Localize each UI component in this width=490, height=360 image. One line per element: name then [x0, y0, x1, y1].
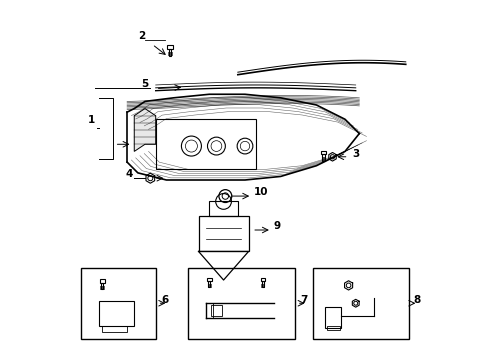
- Text: 2: 2: [138, 31, 145, 41]
- Bar: [313, 267, 409, 339]
- Bar: [327, 327, 340, 330]
- Bar: [209, 202, 238, 216]
- Bar: [198, 216, 248, 251]
- Bar: [81, 267, 156, 339]
- Bar: [188, 267, 295, 339]
- Text: 7: 7: [300, 295, 308, 305]
- Text: 3: 3: [352, 149, 360, 159]
- Bar: [211, 305, 222, 316]
- Bar: [98, 301, 134, 327]
- Text: 8: 8: [413, 295, 420, 305]
- Text: 4: 4: [125, 169, 132, 179]
- Text: 10: 10: [254, 187, 269, 197]
- Text: 9: 9: [273, 221, 281, 231]
- Text: 1: 1: [88, 115, 95, 125]
- Polygon shape: [134, 109, 156, 152]
- Text: 5: 5: [141, 79, 148, 89]
- Bar: [102, 327, 127, 332]
- Text: 6: 6: [161, 295, 168, 305]
- Bar: [156, 119, 256, 169]
- Bar: [325, 307, 342, 328]
